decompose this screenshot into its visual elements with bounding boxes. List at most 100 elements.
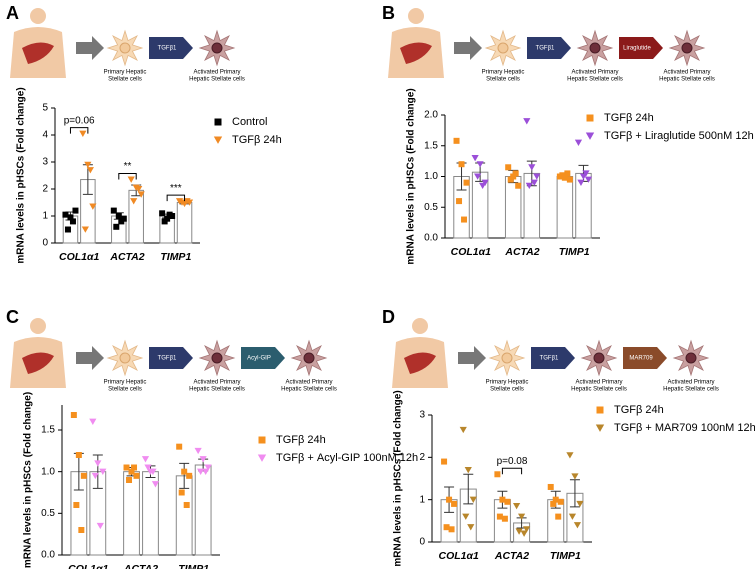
data-point [564,170,571,177]
data-point [451,500,458,507]
data-point [464,467,472,474]
arrow [454,36,482,60]
data-point [78,527,85,533]
x-tick-label: TIMP1 [160,251,191,263]
bar [556,176,574,239]
legend-marker [258,436,266,444]
person-head [30,8,46,24]
cell-caption: Stellate cells [490,387,524,393]
y-tick-label: 0 [42,238,48,249]
significance-bracket [166,194,186,202]
data-point [523,526,531,533]
data-point [441,458,448,465]
data-point [448,526,455,533]
data-point [469,496,477,503]
step-arrow [619,37,663,59]
x-tick-label: ACTA2 [123,563,158,569]
panel-letter: B [382,3,395,23]
person-head [408,8,424,24]
cell-caption: Activated Primary [667,380,714,386]
data-point [178,489,185,496]
legend-label: Control [232,116,267,128]
error-bar [569,479,580,508]
cell-caption: Stellate cells [108,387,142,393]
cell-caption: Primary Hepatic [482,70,525,76]
data-point [557,498,564,505]
data-point [91,472,99,480]
data-point [181,468,188,475]
data-point [70,412,77,418]
bar [194,464,212,556]
data-point [81,226,89,233]
data-point [178,199,186,206]
liver [404,352,436,374]
data-point [202,468,210,475]
significance-bracket [118,173,137,180]
data-point [75,452,82,458]
y-tick-label: 0.5 [424,202,438,213]
panel-letter: C [6,307,19,327]
data-point [137,191,145,198]
liver [22,352,54,374]
data-point [144,464,152,471]
data-point [446,496,453,503]
step-arrow [531,347,575,369]
data-point [582,170,590,177]
data-point [577,179,585,186]
data-point [73,502,80,508]
cell-caption: Hepatic Stellate cells [189,387,245,393]
legend-marker [595,424,605,432]
data-point [133,472,140,479]
data-point [471,155,479,162]
x-tick-label: COL1α1 [59,251,100,263]
error-bar [179,462,190,489]
data-point [130,198,138,205]
nucleus [211,42,223,54]
y-tick-label: 2 [42,184,48,195]
liver [22,42,54,64]
data-point [474,173,482,180]
y-tick-label: 1.0 [41,466,55,477]
x-tick-label: TIMP1 [559,246,590,258]
data-point [183,502,190,508]
data-point [574,139,583,146]
nucleus [501,352,513,364]
data-point [528,164,536,171]
data-point [84,161,92,168]
cell-caption: Primary Hepatic [104,70,147,76]
data-point [525,182,533,190]
cell-caption: Stellate cells [486,77,520,83]
legend-label: TGFβ 24h [232,134,282,146]
panel-letter: D [382,307,395,327]
cell-caption: Activated Primary [575,380,622,386]
step-label: MAR709 [629,356,653,362]
legend-label: TGFβ 24h [276,434,326,446]
data-point [456,198,463,205]
nucleus [119,352,131,364]
x-tick-label: COL1α1 [438,550,479,562]
y-axis-label: mRNA levels in pHSCs (Fold change) [16,87,27,263]
data-point [453,137,460,144]
nucleus [681,42,693,54]
data-point [443,524,450,531]
legend-marker [213,136,223,144]
x-tick-label: COL1α1 [68,563,109,569]
y-tick-label: 3 [42,157,48,168]
data-point [186,472,193,479]
nucleus [211,352,223,364]
data-point [568,513,577,520]
nucleus [119,42,131,54]
data-point [555,513,562,520]
data-point [89,203,97,210]
data-point [559,172,566,179]
data-point [523,118,531,125]
data-point [159,210,166,217]
cell-caption: Hepatic Stellate cells [281,387,337,393]
y-tick-label: 5 [42,103,48,114]
data-point [520,530,528,537]
nucleus [685,352,697,364]
y-axis-label: mRNA levels in pHSCs (Fold change) [393,390,404,566]
y-tick-label: 0.0 [424,233,438,244]
step-arrow [623,347,667,369]
